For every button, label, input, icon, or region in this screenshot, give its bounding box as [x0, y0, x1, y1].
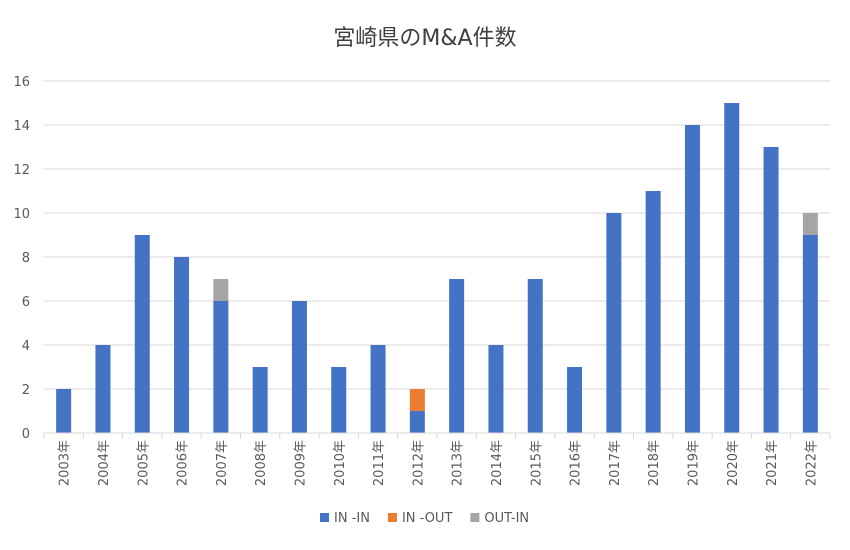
bar-in-in-17: [724, 103, 740, 433]
y-tick-label: 6: [22, 295, 30, 310]
y-tick-label: 16: [13, 75, 30, 90]
bar-out-in-19: [802, 213, 818, 235]
x-tick-label: 2022年: [804, 440, 819, 486]
x-tick-label: 2011年: [372, 440, 387, 486]
x-tick-label: 2019年: [686, 440, 701, 486]
x-tick-label: 2013年: [451, 440, 466, 486]
legend-label: OUT-IN: [484, 511, 529, 526]
bar-in-in-14: [606, 213, 622, 433]
x-tick-label: 2010年: [333, 440, 348, 486]
x-tick-label: 2016年: [569, 440, 584, 486]
x-tick-label: 2020年: [726, 440, 741, 486]
bar-in-in-2: [134, 235, 150, 433]
bar-in-in-0: [56, 389, 72, 433]
x-tick-label: 2003年: [58, 440, 73, 486]
x-tick-label: 2017年: [608, 440, 623, 486]
y-axis: 0 2 4 6 8 10 12 14 16: [13, 75, 30, 442]
bar-in-in-7: [331, 367, 347, 433]
x-tick-label: 2004年: [97, 440, 112, 486]
bar-in-in-3: [174, 257, 190, 433]
y-tick-label: 10: [13, 207, 30, 222]
legend-label: IN -IN: [334, 511, 370, 526]
x-tick-label: 2018年: [647, 440, 662, 486]
x-tick-label: 2014年: [490, 440, 505, 486]
x-tick-label: 2009年: [293, 440, 308, 486]
legend-label: IN -OUT: [402, 511, 452, 526]
y-tick-label: 8: [22, 251, 30, 266]
legend-swatch: [387, 513, 397, 522]
bars-layer: [56, 103, 818, 433]
bar-in-in-18: [763, 147, 779, 433]
x-tick-label: 2015年: [529, 440, 544, 486]
y-tick-label: 0: [22, 427, 30, 442]
bar-in-in-15: [645, 191, 661, 433]
x-tick-label: 2008年: [254, 440, 269, 486]
legend-swatch: [320, 513, 329, 522]
bar-in-in-6: [291, 301, 307, 433]
x-tick-label: 2007年: [215, 440, 230, 486]
x-tick-label: 2021年: [765, 440, 780, 486]
bar-in-in-1: [95, 345, 111, 433]
bar-in-in-12: [527, 279, 543, 433]
bar-out-in-4: [213, 279, 229, 301]
legend-swatch: [470, 513, 480, 522]
grid-layer: [44, 80, 830, 434]
bar-in-in-19: [802, 235, 818, 433]
bar-in-in-10: [449, 279, 465, 433]
x-tick-label: 2006年: [176, 440, 191, 486]
y-tick-label: 2: [22, 383, 30, 398]
bar-in-in-11: [488, 345, 504, 433]
x-tick-label: 2012年: [411, 440, 426, 486]
bar-in-out-9: [409, 389, 425, 411]
y-tick-label: 14: [13, 119, 30, 134]
x-tick-label: 2005年: [136, 440, 151, 486]
bar-in-in-8: [370, 345, 386, 433]
bar-in-in-5: [252, 367, 268, 433]
x-axis: 2003年 2004年 2005年 2006年 2007年 2008年 2009年 2010年…: [43, 432, 831, 486]
chart-title: 宮崎県のM&A件数: [333, 26, 517, 51]
y-tick-label: 12: [13, 163, 30, 178]
bar-in-in-4: [213, 301, 229, 433]
bar-in-in-9: [409, 411, 425, 433]
bar-in-in-16: [684, 125, 700, 433]
legend: IN -IN IN -OUT OUT-IN: [320, 511, 529, 526]
bar-in-in-13: [567, 367, 583, 433]
y-tick-label: 4: [22, 339, 30, 354]
